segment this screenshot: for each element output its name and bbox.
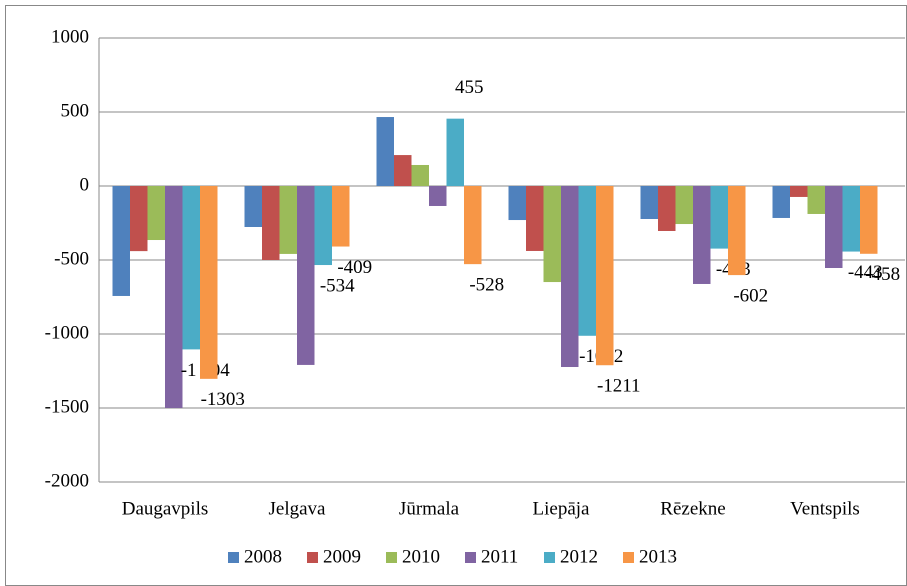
- y-tick-label: -1500: [45, 396, 89, 417]
- bar: [314, 186, 332, 266]
- bar: [526, 186, 544, 251]
- bar: [429, 186, 447, 206]
- bar: [842, 186, 860, 252]
- bar: [675, 186, 693, 225]
- legend-label: 2010: [402, 546, 440, 567]
- bar: [790, 186, 808, 197]
- bar: [508, 186, 526, 221]
- bar: [772, 186, 790, 218]
- bar: [710, 186, 728, 249]
- bar: [578, 186, 596, 336]
- data-label: -602: [733, 285, 768, 306]
- legend-label: 2008: [244, 546, 282, 567]
- data-label: -528: [469, 275, 504, 296]
- bar: [411, 164, 429, 186]
- bar: [376, 117, 394, 186]
- y-tick-label: 1000: [51, 26, 89, 47]
- x-tick-label: Jelgava: [269, 498, 327, 519]
- bar: [693, 186, 711, 284]
- y-tick-label: 500: [61, 100, 90, 121]
- legend-label: 2013: [639, 546, 677, 567]
- data-label: -534: [320, 275, 355, 296]
- bar: [279, 186, 297, 254]
- y-tick-label: -2000: [45, 470, 89, 491]
- legend-swatch: [465, 552, 476, 563]
- bar: [596, 186, 614, 366]
- bar: [112, 186, 130, 296]
- y-tick-label: -500: [54, 248, 89, 269]
- legend-swatch: [307, 552, 318, 563]
- bar: [332, 186, 350, 247]
- bar: [543, 186, 561, 283]
- legend-label: 2012: [560, 546, 598, 567]
- bar: [244, 186, 262, 227]
- legend-swatch: [623, 552, 634, 563]
- bar: [147, 186, 165, 241]
- bar: [130, 186, 148, 252]
- y-tick-label: 0: [80, 174, 90, 195]
- bar: [394, 155, 412, 186]
- data-label: 455: [455, 77, 484, 98]
- bar: [464, 186, 482, 265]
- legend-label: 2011: [481, 546, 518, 567]
- x-tick-label: Ventspils: [790, 498, 860, 519]
- x-tick-label: Liepāja: [533, 498, 591, 519]
- legend-label: 2009: [323, 546, 361, 567]
- legend-swatch: [544, 552, 555, 563]
- data-label: -458: [865, 264, 900, 285]
- bar: [297, 186, 315, 365]
- bar: [807, 186, 825, 214]
- chart-frame: [5, 5, 907, 586]
- bar: [825, 186, 843, 268]
- y-tick-label: -1000: [45, 322, 89, 343]
- data-label: -409: [337, 257, 372, 278]
- bar: [182, 186, 200, 350]
- bar: [640, 186, 658, 220]
- bar: [262, 186, 280, 260]
- x-tick-label: Rēzekne: [660, 498, 725, 519]
- bar: [446, 118, 464, 186]
- x-tick-label: Daugavpils: [122, 498, 209, 519]
- x-tick-label: Jūrmala: [399, 498, 460, 519]
- bar: [165, 186, 183, 408]
- legend-swatch: [386, 552, 397, 563]
- bar: [561, 186, 579, 368]
- legend-swatch: [228, 552, 239, 563]
- data-label: -1303: [201, 389, 245, 410]
- bar: [200, 186, 218, 379]
- data-label: -443: [848, 262, 883, 283]
- bar: [728, 186, 746, 276]
- data-label: -1211: [597, 376, 641, 397]
- bar: [860, 186, 878, 254]
- bar: [658, 186, 676, 231]
